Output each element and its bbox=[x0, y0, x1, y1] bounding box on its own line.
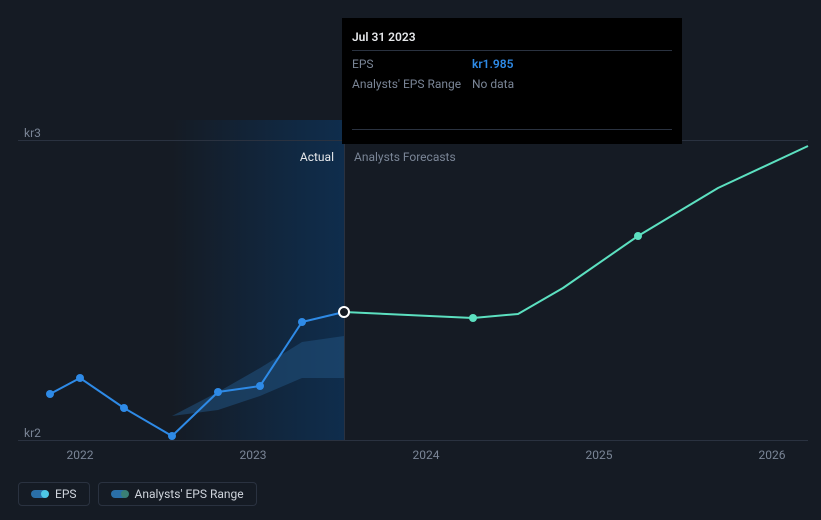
tooltip-row-value: No data bbox=[472, 77, 514, 91]
eps-marker bbox=[46, 390, 54, 398]
tooltip-row-value: kr1.985 bbox=[472, 57, 513, 71]
eps-marker bbox=[298, 318, 306, 326]
highlight-marker bbox=[339, 307, 349, 317]
eps-marker bbox=[214, 388, 222, 396]
eps-marker bbox=[168, 432, 176, 440]
eps-marker bbox=[256, 382, 264, 390]
chart-plot-area: kr3kr2 Actual Analysts Forecasts bbox=[18, 120, 808, 440]
forecast-marker bbox=[634, 232, 642, 240]
plot-svg bbox=[18, 120, 808, 440]
legend-item-eps[interactable]: EPS bbox=[18, 482, 90, 506]
tooltip-row: Analysts' EPS RangeNo data bbox=[352, 71, 672, 91]
legend-label: EPS bbox=[55, 487, 77, 501]
eps-marker bbox=[76, 374, 84, 382]
x-axis-label: 2025 bbox=[586, 448, 613, 462]
y-grid-line bbox=[18, 440, 808, 441]
legend-swatch-icon bbox=[31, 490, 47, 498]
legend-swatch-icon bbox=[111, 490, 127, 498]
x-axis-label: 2022 bbox=[67, 448, 94, 462]
hover-tooltip: Jul 31 2023 EPSkr1.985Analysts' EPS Rang… bbox=[342, 18, 682, 144]
tooltip-title: Jul 31 2023 bbox=[352, 30, 672, 51]
x-axis-label: 2026 bbox=[759, 448, 786, 462]
tooltip-row-key: Analysts' EPS Range bbox=[352, 77, 472, 91]
forecast-marker bbox=[469, 314, 477, 322]
legend-item-range[interactable]: Analysts' EPS Range bbox=[98, 482, 257, 506]
analysts-range-band bbox=[172, 336, 344, 416]
forecast-line bbox=[344, 146, 808, 318]
tooltip-separator bbox=[352, 129, 672, 130]
eps-marker bbox=[120, 404, 128, 412]
legend-label: Analysts' EPS Range bbox=[135, 487, 244, 501]
legend: EPS Analysts' EPS Range bbox=[18, 482, 257, 506]
x-axis-label: 2023 bbox=[240, 448, 267, 462]
x-axis-label: 2024 bbox=[413, 448, 440, 462]
tooltip-row-key: EPS bbox=[352, 57, 472, 71]
tooltip-row: EPSkr1.985 bbox=[352, 51, 672, 71]
x-axis: 2022 2023 2024 2025 2026 bbox=[18, 448, 808, 472]
